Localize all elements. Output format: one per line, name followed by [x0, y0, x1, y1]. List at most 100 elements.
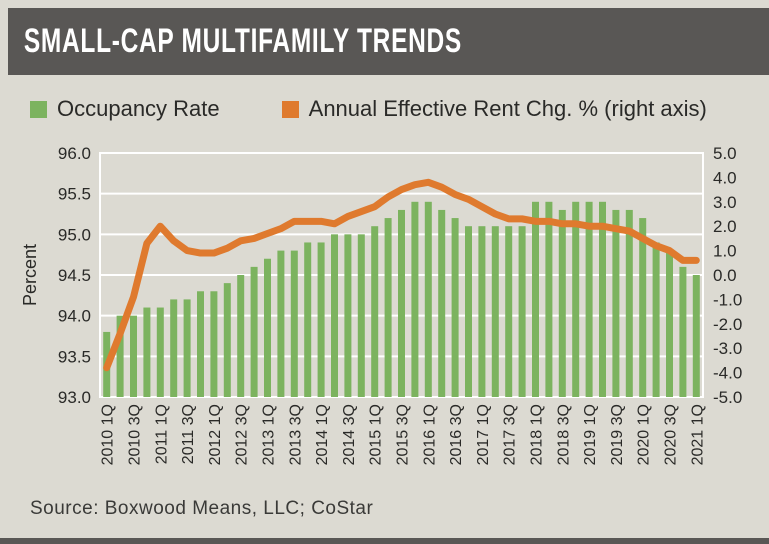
right-axis-tick-label: -3.0 — [713, 339, 742, 358]
left-axis-tick-label: 96.0 — [58, 144, 91, 163]
occupancy-bar — [170, 299, 178, 397]
legend-label-occupancy: Occupancy Rate — [57, 96, 220, 121]
occupancy-bar — [250, 266, 258, 397]
x-axis-tick-label: 2013 3Q — [287, 404, 304, 465]
occupancy-bar — [411, 201, 419, 397]
occupancy-bar — [625, 209, 633, 397]
occupancy-bar — [465, 226, 472, 397]
right-axis-tick-label: 5.0 — [713, 144, 737, 163]
left-axis-tick-label: 93.5 — [58, 347, 91, 366]
x-axis-tick-label: 2015 1Q — [368, 404, 385, 465]
legend-item-rent-change: Annual Effective Rent Chg. % (right axis… — [281, 96, 707, 122]
occupancy-bar — [237, 275, 245, 397]
occupancy-bar — [223, 283, 231, 397]
header-bar: SMALL-CAP MULTIFAMILY TRENDS — [8, 8, 769, 75]
left-axis-tick-label: 94.0 — [58, 307, 91, 326]
occupancy-bar — [344, 234, 352, 397]
x-axis-tick-label: 2010 3Q — [127, 404, 144, 465]
occupancy-bar — [478, 226, 486, 397]
occupancy-bar — [612, 209, 620, 397]
page-title: SMALL-CAP MULTIFAMILY TRENDS — [23, 22, 462, 60]
x-axis-tick-label: 2010 1Q — [100, 404, 117, 465]
occupancy-bar — [331, 234, 338, 397]
occupancy-bar — [424, 201, 432, 397]
occupancy-bar — [304, 242, 312, 397]
occupancy-bar — [317, 242, 325, 397]
legend-label-rent-change: Annual Effective Rent Chg. % (right axis… — [308, 96, 707, 121]
x-axis-tick-label: 2021 1Q — [689, 404, 706, 465]
occupancy-bar — [130, 315, 137, 397]
right-axis-tick-label: 0.0 — [713, 266, 737, 285]
occupancy-bar — [639, 218, 647, 397]
occupancy-bar — [692, 275, 700, 397]
occupancy-bar — [398, 209, 405, 397]
occupancy-bar — [518, 226, 526, 397]
right-axis-tick-label: -1.0 — [713, 290, 742, 309]
occupancy-bar — [277, 250, 285, 397]
x-axis-tick-label: 2012 1Q — [207, 404, 224, 465]
left-axis-tick-label: 95.0 — [58, 225, 91, 244]
occupancy-bar — [183, 299, 191, 397]
chart-legend: Occupancy Rate Annual Effective Rent Chg… — [30, 94, 707, 124]
occupancy-bar — [116, 315, 124, 397]
x-axis-tick-label: 2014 1Q — [314, 404, 331, 465]
occupancy-bar — [666, 250, 673, 397]
x-axis-tick-label: 2017 3Q — [502, 404, 519, 465]
rent-change-swatch-icon — [281, 100, 299, 118]
right-axis-tick-label: 3.0 — [713, 193, 737, 212]
occupancy-bar — [545, 201, 553, 397]
occupancy-bar — [505, 226, 513, 397]
left-axis-tick-label: 94.5 — [58, 266, 91, 285]
source-attribution: Source: Boxwood Means, LLC; CoStar — [30, 498, 374, 519]
x-axis-tick-label: 2018 1Q — [529, 404, 546, 465]
occupancy-bar — [652, 242, 660, 397]
x-axis-tick-label: 2016 1Q — [421, 404, 438, 465]
occupancy-bar — [532, 201, 539, 397]
legend-item-occupancy: Occupancy Rate — [30, 96, 220, 122]
x-axis-tick-label: 2012 3Q — [234, 404, 251, 465]
x-axis-tick-label: 2011 3Q — [180, 404, 197, 464]
occupancy-swatch-icon — [30, 100, 47, 118]
occupancy-bar — [572, 201, 580, 397]
x-axis-tick-label: 2019 3Q — [609, 404, 626, 465]
left-axis-tick-label: 93.0 — [58, 388, 91, 407]
occupancy-bar — [585, 201, 593, 397]
occupancy-bar — [357, 234, 365, 397]
occupancy-bar — [290, 250, 298, 397]
x-axis-tick-label: 2018 3Q — [555, 404, 572, 465]
right-axis-tick-label: -4.0 — [713, 364, 742, 383]
right-axis-tick-label: -2.0 — [713, 315, 742, 334]
occupancy-bar — [438, 209, 446, 397]
x-axis-tick-label: 2020 3Q — [663, 404, 680, 465]
occupancy-bar — [599, 201, 606, 397]
right-axis-tick-label: 2.0 — [713, 217, 737, 236]
occupancy-bar — [451, 218, 459, 397]
x-axis-tick-label: 2017 1Q — [475, 404, 492, 465]
left-axis-title: Percent — [20, 244, 40, 306]
rent-change-line — [103, 178, 700, 372]
right-axis-tick-label: -5.0 — [713, 388, 742, 407]
occupancy-bar — [679, 266, 687, 397]
occupancy-bar — [143, 307, 151, 397]
x-axis-tick-label: 2013 1Q — [261, 404, 278, 465]
left-axis-tick-label: 95.5 — [58, 185, 91, 204]
x-axis-tick-label: 2015 3Q — [395, 404, 412, 465]
occupancy-bar — [197, 291, 204, 397]
occupancy-bar — [156, 307, 164, 397]
x-axis-tick-label: 2014 3Q — [341, 404, 358, 465]
x-axis-tick-label: 2020 1Q — [636, 404, 653, 465]
occupancy-bar — [210, 291, 218, 397]
occupancy-bar — [371, 226, 379, 397]
right-axis-tick-label: 1.0 — [713, 242, 737, 261]
x-axis-tick-label: 2011 1Q — [153, 404, 170, 464]
occupancy-bar — [264, 258, 271, 397]
occupancy-bar — [558, 209, 566, 397]
right-axis-tick-label: 4.0 — [713, 168, 737, 187]
occupancy-bar — [384, 218, 392, 397]
x-axis-tick-label: 2019 1Q — [582, 404, 599, 465]
occupancy-bar — [491, 226, 499, 397]
x-axis-tick-label: 2016 3Q — [448, 404, 465, 465]
footer-strip — [0, 538, 769, 544]
